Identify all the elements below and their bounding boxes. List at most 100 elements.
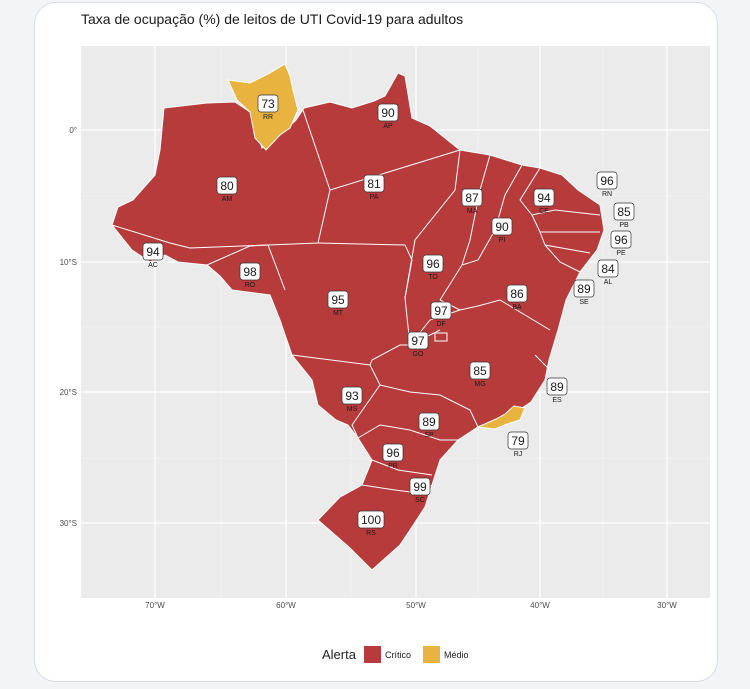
x-tick-label: 70°W — [145, 601, 165, 610]
state-code: PE — [616, 250, 626, 257]
state-code: SC — [415, 497, 425, 504]
state-code: RJ — [514, 451, 523, 458]
state-label-ba: 86 BA — [506, 284, 528, 311]
df-shape — [434, 332, 448, 342]
state-value: 99 — [413, 480, 427, 494]
x-tick-label: 60°W — [276, 601, 296, 610]
rj-shape — [476, 405, 526, 430]
state-label-ms: 93 MS — [341, 386, 363, 413]
state-code: MA — [467, 208, 478, 215]
state-code: AP — [383, 123, 393, 130]
y-tick-label: 20°S — [60, 388, 77, 397]
state-label-rj: 79 RJ — [507, 431, 529, 458]
state-code: RO — [245, 282, 256, 289]
legend-swatch-medio — [422, 646, 440, 663]
y-tick-label: 10°S — [60, 258, 77, 267]
state-value: 96 — [614, 233, 628, 247]
state-value: 93 — [345, 389, 359, 403]
state-code: AM — [222, 196, 233, 203]
state-code: MS — [347, 406, 358, 413]
state-code: RS — [366, 530, 376, 537]
state-code: PA — [370, 194, 379, 201]
state-label-pe: 96 PE — [610, 230, 632, 257]
state-label-go: 97 GO — [407, 331, 429, 358]
x-tick-label: 30°W — [657, 601, 677, 610]
state-label-am: 80 AM — [216, 176, 238, 203]
state-value: 87 — [465, 191, 479, 205]
state-value: 89 — [550, 380, 564, 394]
state-label-es: 89 ES — [546, 377, 568, 404]
state-value: 90 — [381, 106, 395, 120]
state-value: 94 — [146, 245, 160, 259]
state-label-ma: 87 MA — [461, 188, 483, 215]
state-value: 86 — [510, 287, 524, 301]
state-value: 90 — [495, 220, 509, 234]
state-label-ac: 94 AC — [142, 242, 164, 269]
legend-swatch-critico — [363, 646, 381, 663]
axis-labels: 70°W 60°W 50°W 40°W 30°W 0° 10°S 20°S 30°S — [60, 126, 678, 610]
state-code: ES — [552, 397, 562, 404]
state-label-al: 84 AL — [597, 259, 619, 286]
state-code: RN — [602, 191, 612, 198]
state-label-mt: 95 MT — [327, 290, 349, 317]
state-code: MG — [474, 381, 485, 388]
state-value: 94 — [537, 191, 551, 205]
state-value: 73 — [261, 97, 275, 111]
state-label-ro: 98 RO — [239, 262, 261, 289]
state-code: RR — [263, 114, 273, 121]
state-label-to: 96 TO — [422, 254, 444, 281]
state-value: 79 — [511, 434, 525, 448]
state-label-pa: 81 PA — [363, 174, 385, 201]
state-value: 97 — [411, 334, 425, 348]
state-value: 96 — [426, 257, 440, 271]
state-code: BA — [512, 304, 522, 311]
state-label-ce: 94 CE — [533, 188, 555, 215]
state-code: SP — [424, 432, 434, 439]
state-label-se: 89 SE — [573, 279, 595, 306]
state-label-df: 97 DF — [430, 301, 452, 328]
state-code: CE — [539, 208, 549, 215]
state-value: 85 — [473, 364, 487, 378]
state-code: PI — [499, 237, 506, 244]
value-labels: 73 RR 90 AP 80 AM 81 PA 87 MA 94 CE 96 RN 85 PB 96 PE 90 PI… — [142, 94, 635, 537]
state-code: TO — [428, 274, 438, 281]
state-label-pb: 85 PB — [613, 202, 635, 229]
state-borders — [111, 109, 601, 494]
state-value: 89 — [422, 415, 436, 429]
state-label-sp: 89 SP — [418, 412, 440, 439]
state-value: 84 — [601, 262, 615, 276]
state-value: 96 — [600, 174, 614, 188]
state-code: GO — [413, 351, 424, 358]
state-value: 80 — [220, 179, 234, 193]
state-label-pr: 96 PR — [382, 443, 404, 470]
state-value: 98 — [243, 265, 257, 279]
legend-label-critico: Crítico — [384, 649, 411, 660]
state-value: 96 — [386, 446, 400, 460]
state-value: 100 — [361, 513, 381, 527]
x-tick-label: 50°W — [406, 601, 426, 610]
x-tick-label: 40°W — [530, 601, 550, 610]
state-label-ap: 90 AP — [377, 103, 399, 130]
legend-title: Alerta — [322, 647, 356, 662]
y-tick-label: 30°S — [60, 519, 77, 528]
state-code: SE — [579, 299, 589, 306]
y-tick-label: 0° — [69, 126, 77, 135]
legend-label-medio: Médio — [443, 649, 469, 660]
chart-title: Taxa de ocupação (%) de leitos de UTI Co… — [81, 11, 464, 27]
state-code: MT — [333, 310, 344, 317]
state-code: DF — [436, 321, 445, 328]
state-label-rn: 96 RN — [596, 171, 618, 198]
state-value: 81 — [367, 177, 381, 191]
state-label-rs: 100 RS — [357, 510, 385, 537]
state-code: AC — [148, 262, 158, 269]
state-code: AL — [604, 279, 613, 286]
state-value: 89 — [577, 282, 591, 296]
legend: Alerta Crítico Médio — [322, 646, 479, 663]
state-value: 85 — [617, 205, 631, 219]
state-label-sc: 99 SC — [409, 477, 431, 504]
state-label-pi: 90 PI — [491, 217, 513, 244]
state-label-mg: 85 MG — [469, 361, 491, 388]
state-code: PB — [619, 222, 629, 229]
state-code: PR — [388, 463, 398, 470]
